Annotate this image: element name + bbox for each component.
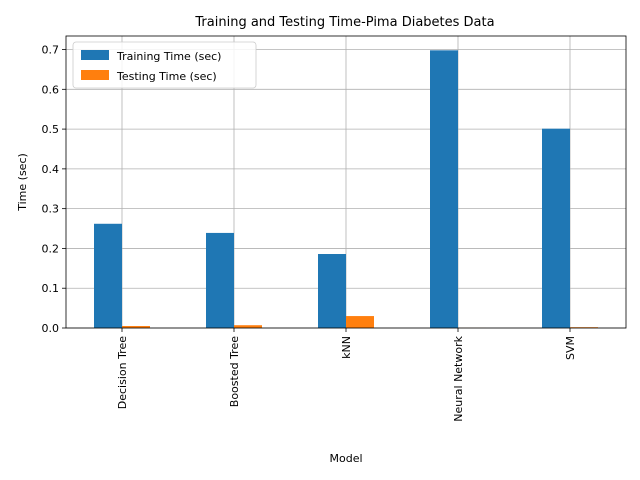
y-tick-label: 0.6 xyxy=(42,83,60,96)
grid xyxy=(66,36,626,329)
y-axis-label: Time (sec) xyxy=(16,153,29,212)
x-axis-label: Model xyxy=(329,452,362,465)
x-tick-label: SVM xyxy=(564,336,577,360)
y-tick-label: 0.1 xyxy=(42,282,60,295)
y-tick-label: 0.2 xyxy=(42,242,60,255)
bar xyxy=(542,128,570,328)
bar xyxy=(234,325,262,328)
x-tick-label: Decision Tree xyxy=(116,336,129,409)
bar xyxy=(318,254,346,328)
y-tick-label: 0.3 xyxy=(42,203,60,216)
y-tick-label: 0.4 xyxy=(42,163,60,176)
y-tick-label: 0.7 xyxy=(42,44,60,57)
x-tick-label: Neural Network xyxy=(452,335,465,421)
bar xyxy=(122,326,150,328)
x-axis: Decision Tree Boosted Tree kNN Neural Netwo… xyxy=(116,328,577,422)
legend-entry: Training Time (sec) xyxy=(116,50,221,63)
y-axis: 0.0 0.1 0.2 0.3 0.4 0.5 0.6 0.7 xyxy=(42,44,66,335)
x-tick-label: Boosted Tree xyxy=(228,336,241,407)
x-tick-label: kNN xyxy=(340,336,353,359)
bars xyxy=(94,50,598,328)
legend-box xyxy=(72,41,257,89)
bar xyxy=(430,50,458,328)
bar xyxy=(346,316,374,328)
legend-swatch xyxy=(81,50,109,60)
y-tick-label: 0.5 xyxy=(42,123,60,136)
bar xyxy=(94,223,122,328)
bar xyxy=(206,232,234,328)
chart-title: Training and Testing Time-Pima Diabetes … xyxy=(194,15,494,30)
legend: Training Time (sec) Testing Time (sec) xyxy=(72,41,257,89)
y-tick-label: 0.0 xyxy=(42,322,60,335)
legend-entry: Testing Time (sec) xyxy=(116,70,217,83)
legend-swatch xyxy=(81,70,109,80)
